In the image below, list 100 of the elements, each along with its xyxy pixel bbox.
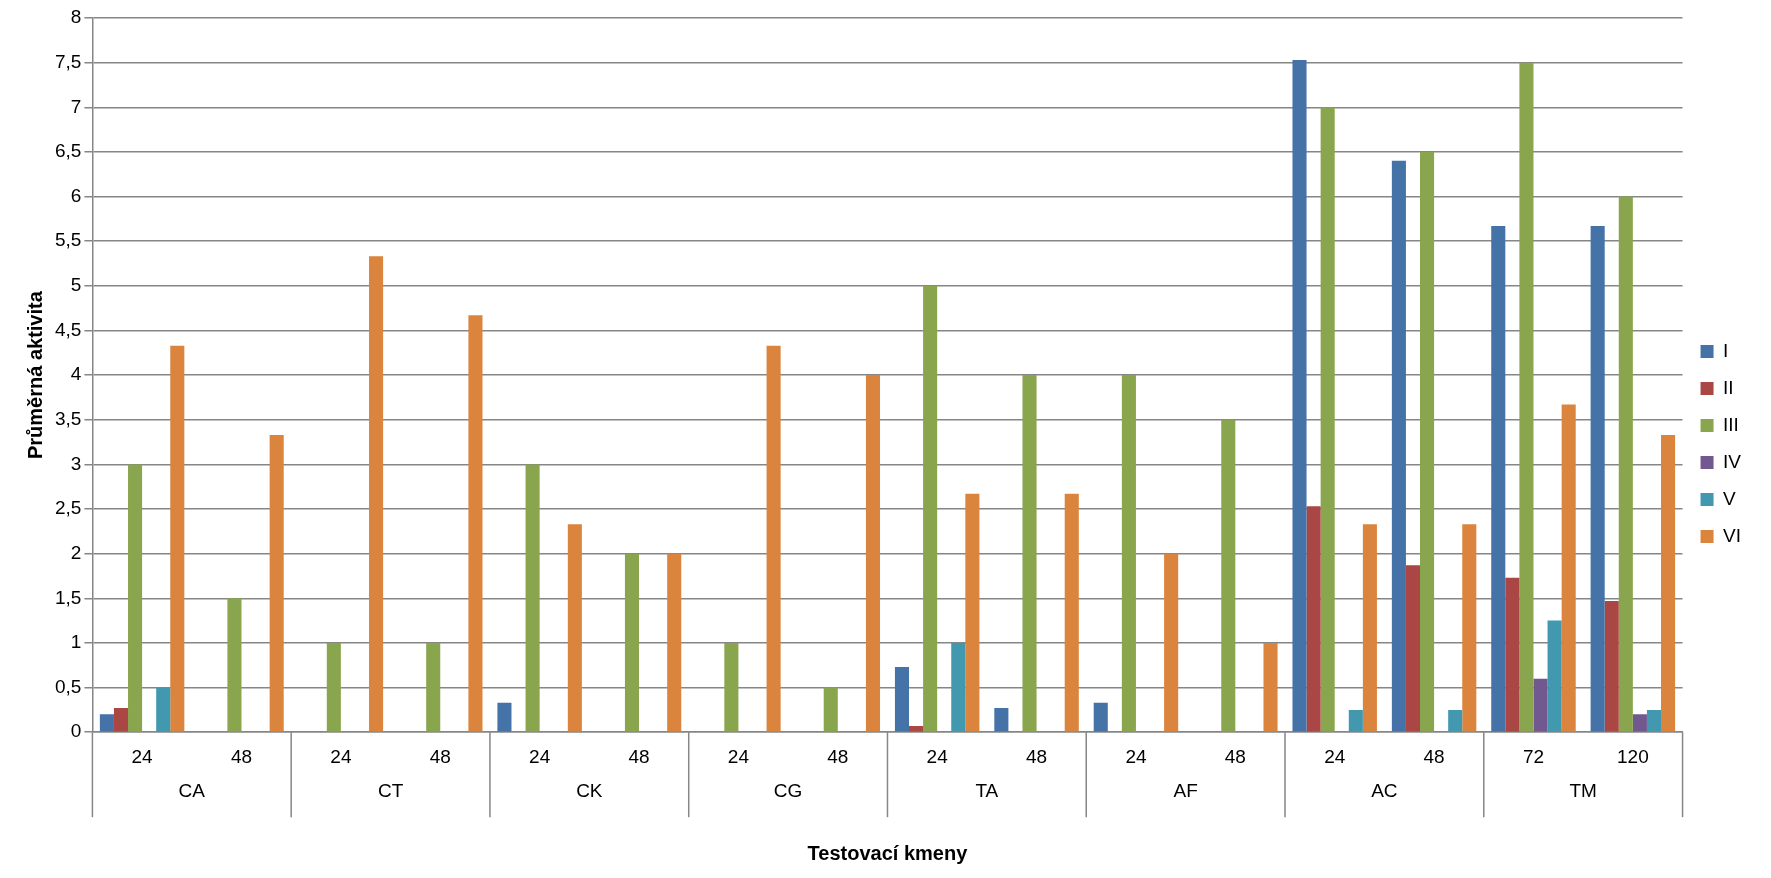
y-tick-label: 5 xyxy=(70,274,82,296)
y-tick-label: 6,5 xyxy=(54,140,82,162)
bar xyxy=(1391,160,1406,732)
y-tick-label: 0,5 xyxy=(54,675,82,697)
y-tick-label: 3 xyxy=(70,452,82,474)
y-tick-label: 5,5 xyxy=(54,229,82,251)
y-tick-label: 2,5 xyxy=(54,497,82,519)
y-tick-label: 4,5 xyxy=(54,318,82,340)
y-tick-label: 0 xyxy=(70,720,82,742)
bar xyxy=(1604,600,1619,732)
bar xyxy=(170,345,185,732)
bar xyxy=(156,687,171,732)
x-tick-label: 48 xyxy=(429,745,451,767)
bar xyxy=(99,714,114,732)
text: TA xyxy=(975,780,999,802)
x-tick-label: 48 xyxy=(827,745,849,767)
bar xyxy=(1064,493,1079,732)
bar xyxy=(1348,709,1363,732)
y-tick-label: 2 xyxy=(70,541,82,563)
bar xyxy=(1646,709,1662,732)
bar xyxy=(567,524,582,732)
bar xyxy=(1533,678,1548,732)
bar xyxy=(667,553,682,732)
x-axis-title: Testovací kmeny xyxy=(807,841,969,864)
bar xyxy=(624,553,640,732)
bar xyxy=(1491,226,1506,732)
bar xyxy=(1306,506,1321,732)
bar xyxy=(1093,702,1108,732)
x-tick-label: 24 xyxy=(131,745,154,767)
x-tick-label: 120 xyxy=(1617,745,1649,767)
text: AC xyxy=(1371,780,1398,802)
bar xyxy=(1263,642,1278,732)
bar xyxy=(497,702,512,732)
bar xyxy=(426,642,441,732)
y-tick-label: 3,5 xyxy=(54,407,82,429)
x-tick-label: 48 xyxy=(1025,745,1048,767)
y-tick-label: 7 xyxy=(70,95,82,117)
bar xyxy=(994,708,1009,732)
bar xyxy=(1292,59,1307,732)
x-tick-label: 48 xyxy=(628,745,650,767)
text: CG xyxy=(773,780,803,802)
text: AF xyxy=(1173,780,1198,802)
text: CT xyxy=(377,780,404,802)
bar xyxy=(724,642,739,732)
y-axis-title: Průměrná aktivita xyxy=(23,290,46,460)
x-tick-label: 48 xyxy=(1423,745,1445,767)
bar xyxy=(1632,714,1647,732)
bar xyxy=(894,667,910,732)
x-tick-label: 48 xyxy=(230,745,253,767)
legend-label: IV xyxy=(1723,450,1742,472)
bar xyxy=(766,345,781,732)
legend-label: III xyxy=(1723,413,1739,435)
bar xyxy=(1661,434,1676,732)
x-tick-label: 24 xyxy=(330,745,352,767)
bar xyxy=(113,708,129,732)
bar xyxy=(951,642,966,732)
x-tick-label: 24 xyxy=(1324,745,1346,767)
legend-label: VI xyxy=(1723,524,1741,546)
x-tick-label: 24 xyxy=(1125,745,1147,767)
bar xyxy=(909,725,924,732)
bar xyxy=(1519,62,1534,732)
bar xyxy=(468,315,483,732)
bar xyxy=(1405,565,1421,732)
bar xyxy=(865,375,881,732)
bar xyxy=(923,285,938,732)
bar xyxy=(1505,577,1520,732)
bar xyxy=(1590,226,1605,732)
bar xyxy=(1618,196,1633,732)
x-tick-label: 24 xyxy=(529,745,551,767)
bar xyxy=(1121,375,1136,732)
bar xyxy=(1022,375,1037,732)
bar xyxy=(823,687,838,732)
legend-label: V xyxy=(1723,487,1737,509)
x-tick-label: 48 xyxy=(1224,745,1246,767)
bar xyxy=(1320,107,1335,732)
x-tick-label: 72 xyxy=(1522,745,1545,767)
bar xyxy=(369,256,384,732)
text: CK xyxy=(576,780,603,802)
bar xyxy=(1462,524,1477,732)
bar xyxy=(326,642,341,732)
legend-label: II xyxy=(1723,376,1734,398)
bar xyxy=(1420,151,1435,732)
y-tick-label: 4 xyxy=(70,363,82,385)
bar xyxy=(1362,524,1377,732)
bar xyxy=(128,464,143,732)
bar xyxy=(1221,419,1236,732)
bar xyxy=(1164,553,1179,732)
x-tick-label: 24 xyxy=(926,745,949,767)
y-tick-label: 6 xyxy=(70,184,82,206)
y-tick-label: 1 xyxy=(70,631,82,653)
bar xyxy=(525,464,540,732)
x-tick-label: 24 xyxy=(727,745,750,767)
bar xyxy=(269,434,284,732)
bar xyxy=(1448,709,1463,732)
legend-label: I xyxy=(1723,339,1729,361)
text: TM xyxy=(1569,780,1597,802)
y-tick-label: 1,5 xyxy=(54,586,82,608)
bar xyxy=(1561,404,1576,732)
bar xyxy=(1547,620,1562,732)
bar xyxy=(227,598,242,732)
